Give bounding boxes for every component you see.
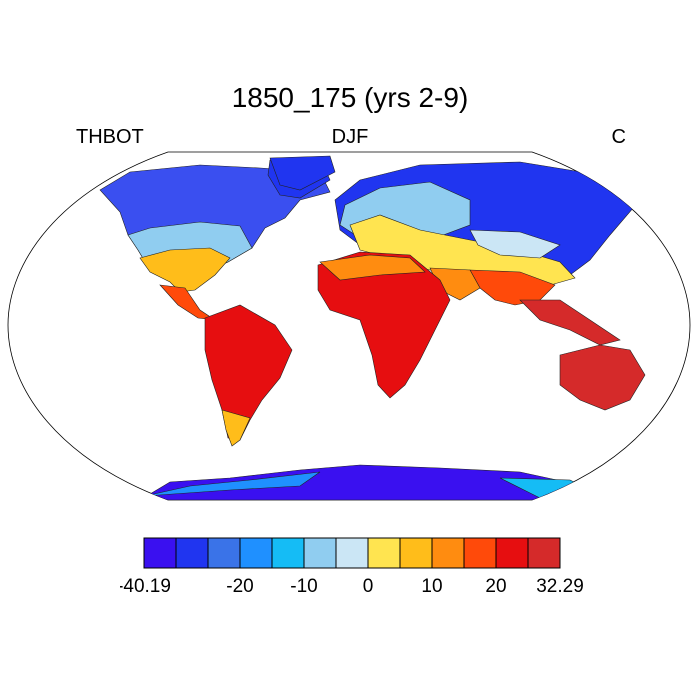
colorbar-swatch xyxy=(367,537,401,569)
south-america xyxy=(204,304,293,447)
colorbar-swatch xyxy=(527,537,561,569)
australia xyxy=(559,344,646,411)
greenland xyxy=(269,155,336,191)
colorbar-tick-label: -20 xyxy=(226,576,253,597)
plot-title: 1850_175 (yrs 2-9) xyxy=(231,82,469,113)
season-label: DJF xyxy=(331,126,369,148)
colorbar-swatch xyxy=(143,537,177,569)
units-label: C xyxy=(611,126,626,148)
colorbar-swatch xyxy=(207,537,241,569)
colorbar-tick-label: 10 xyxy=(421,576,442,597)
colorbar-swatch xyxy=(399,537,433,569)
variable-label: THBOT xyxy=(76,126,144,148)
colorbar-tick-label: 32.29 xyxy=(536,576,584,597)
colorbar-swatch xyxy=(271,537,305,569)
colorbar-tick-label: 20 xyxy=(485,576,506,597)
colorbar-swatch xyxy=(175,537,209,569)
world-map xyxy=(7,151,691,501)
africa xyxy=(317,251,451,399)
colorbar-swatch xyxy=(239,537,273,569)
colorbar-tick-label: 0 xyxy=(363,576,374,597)
colorbar-tick-label: -10 xyxy=(290,576,317,597)
colorbar-swatch xyxy=(431,537,465,569)
colorbar-tick-label: -40.19 xyxy=(120,576,171,597)
eurasia xyxy=(334,161,641,346)
colorbar: -40.19 -20 -10 0 10 20 32.29 xyxy=(120,537,584,597)
colorbar-swatch xyxy=(335,537,369,569)
colorbar-swatch xyxy=(463,537,497,569)
colorbar-swatch xyxy=(495,537,529,569)
colorbar-swatch xyxy=(303,537,337,569)
